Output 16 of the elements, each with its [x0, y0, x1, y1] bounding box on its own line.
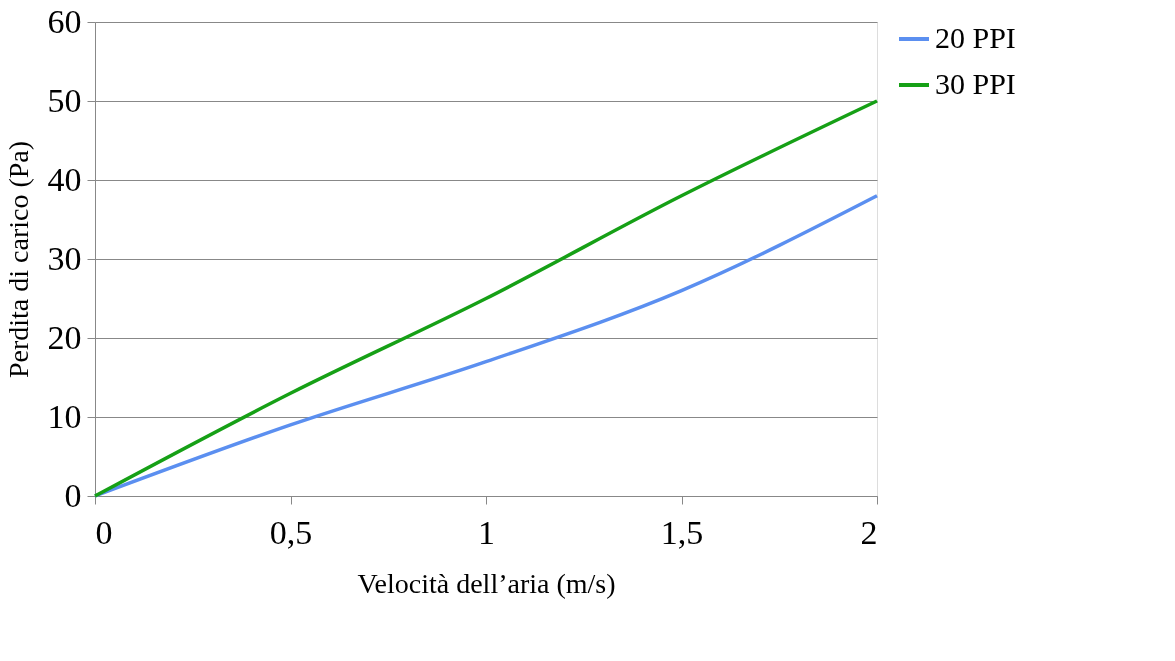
- y-tick-label: 10: [47, 397, 82, 435]
- y-tick-label: 60: [47, 2, 82, 40]
- y-tick-label: 50: [47, 81, 82, 119]
- x-tick-label: 2: [860, 513, 878, 551]
- legend-label: 30 PPI: [935, 67, 1016, 100]
- x-axis-title: Velocità dell’aria (m/s): [357, 567, 616, 599]
- x-tick-label: 0: [95, 513, 113, 551]
- legend-label: 20 PPI: [935, 21, 1016, 54]
- y-tick-label: 30: [47, 239, 82, 277]
- y-axis-title: Perdita di carico (Pa): [2, 140, 34, 379]
- x-tick-label: 1: [478, 513, 495, 551]
- y-tick-label: 0: [64, 476, 82, 514]
- y-tick-label: 40: [47, 160, 82, 198]
- x-tick-label: 0,5: [269, 513, 313, 551]
- x-tick-label: 1,5: [660, 513, 704, 551]
- y-tick-label: 20: [47, 318, 82, 356]
